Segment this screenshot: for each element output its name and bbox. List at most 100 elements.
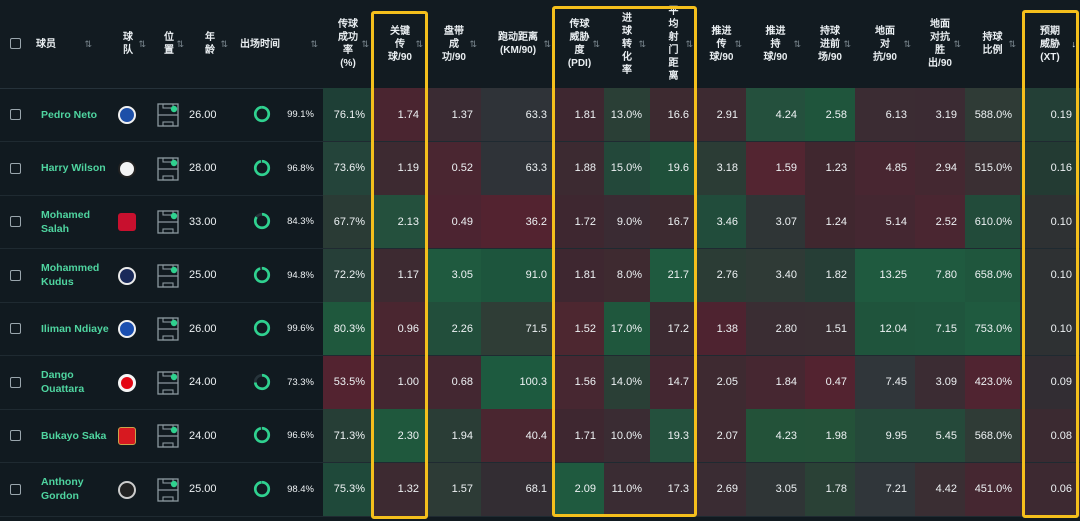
position-pitch-icon <box>157 317 179 341</box>
position-pitch-icon <box>157 424 179 448</box>
table-row[interactable]: Mohamed Salah 33.00 84.3% 67.7% 2.13 0.49 36.2… <box>0 195 1080 249</box>
header-position[interactable]: 位 置 ⇅ <box>150 0 188 88</box>
header-goal-conversion[interactable]: 进 球 转 化 率 ⇅ <box>604 0 650 88</box>
stat-possession-ratio: 658.0% <box>965 248 1020 302</box>
minutes-percentage: 96.8% <box>287 162 314 174</box>
player-name-link[interactable]: Anthony Gordon <box>41 476 84 502</box>
liverpool-crest-icon <box>118 213 136 231</box>
header-expected-threat[interactable]: 预期 威胁 (XT) ↓ <box>1020 0 1080 88</box>
header-dribbles[interactable]: 盘带 成 功/90 ⇅ <box>427 0 481 88</box>
player-age: 26.00 <box>189 108 217 121</box>
header-avg-shot-distance[interactable]: 平 均 射 门 距 离 ⇅ <box>650 0 697 88</box>
player-name-link[interactable]: Iliman Ndiaye <box>41 322 109 335</box>
stat-goal-conversion: 14.0% <box>604 355 650 409</box>
stat-possession-ratio: 588.0% <box>965 88 1020 141</box>
header-pdi[interactable]: 传球 威胁 度 (PDI) ⇅ <box>555 0 604 88</box>
stat-pdi: 1.88 <box>555 141 604 195</box>
stat-goal-conversion: 8.0% <box>604 248 650 302</box>
row-checkbox[interactable] <box>10 269 21 281</box>
stat-ground-duels: 7.21 <box>855 462 915 516</box>
header-age[interactable]: 年 龄 ⇅ <box>188 0 232 88</box>
stat-progressive-passes: 2.91 <box>697 88 746 141</box>
sort-icon[interactable]: ⇅ <box>469 39 477 49</box>
sort-icon[interactable]: ⇅ <box>953 39 961 49</box>
row-checkbox[interactable] <box>10 430 21 441</box>
stat-progressive-passes: 3.46 <box>697 195 746 248</box>
sort-icon[interactable]: ⇅ <box>592 39 600 49</box>
header-progressive-carries-label: 推进 持 球/90 <box>763 25 788 63</box>
stat-key-passes: 1.00 <box>373 355 427 409</box>
select-all-checkbox[interactable] <box>10 38 21 49</box>
player-name-link[interactable]: Mohamed Salah <box>41 208 91 235</box>
table-row[interactable]: Bukayo Saka 24.00 96.6% 71.3% 2.30 1.94 40.4 1.… <box>0 409 1080 463</box>
table-row[interactable]: Anthony Gordon 25.00 98.4% 75.3% 1.32 1.57 68.… <box>0 462 1080 517</box>
player-name-link[interactable]: Harry Wilson <box>41 162 106 174</box>
header-possession-ratio[interactable]: 持球 比例 ⇅ <box>965 0 1020 88</box>
player-name-link[interactable]: Mohammed Kudus <box>41 262 100 288</box>
sort-desc-icon[interactable]: ↓ <box>1071 39 1077 49</box>
player-age: 26.00 <box>189 322 217 335</box>
player-name-link[interactable]: Dango Ouattara <box>41 369 85 395</box>
player-name-link[interactable]: Bukayo Saka <box>41 429 107 442</box>
sort-icon[interactable]: ⇅ <box>793 39 801 49</box>
row-checkbox[interactable] <box>10 323 21 334</box>
header-ground-duels[interactable]: 地面 对 抗/90 ⇅ <box>855 0 915 88</box>
row-checkbox[interactable] <box>10 376 21 388</box>
sort-icon[interactable]: ⇅ <box>310 39 318 49</box>
sort-icon[interactable]: ⇅ <box>415 39 423 49</box>
header-progressive-passes[interactable]: 推进 传 球/90 ⇅ <box>697 0 746 88</box>
stat-possession-ratio: 423.0% <box>965 355 1020 409</box>
sort-icon[interactable]: ⇅ <box>734 39 742 49</box>
header-team[interactable]: 球 队 ⇅ <box>106 0 150 88</box>
row-checkbox[interactable] <box>10 216 21 227</box>
row-checkbox[interactable] <box>10 109 21 120</box>
header-ground-duels-won[interactable]: 地面 对抗 胜 出/90 ⇅ <box>915 0 965 88</box>
header-position-label: 位 置 <box>164 32 174 56</box>
row-checkbox[interactable] <box>10 483 21 495</box>
sort-icon[interactable]: ⇅ <box>138 39 146 49</box>
table-row[interactable]: Harry Wilson 28.00 96.8% 73.6% 1.19 0.52 63.3 1… <box>0 141 1080 196</box>
sort-icon[interactable]: ⇅ <box>903 39 911 49</box>
sort-icon[interactable]: ⇅ <box>1008 39 1016 49</box>
stat-carries-final-third: 2.58 <box>805 88 855 141</box>
header-progressive-carries[interactable]: 推进 持 球/90 ⇅ <box>746 0 805 88</box>
newcastle-crest-icon <box>118 480 136 499</box>
stat-progressive-carries: 2.80 <box>746 302 805 355</box>
sort-icon[interactable]: ⇅ <box>685 39 693 49</box>
stat-ground-duels-won: 3.09 <box>915 355 965 409</box>
stat-progressive-carries: 3.40 <box>746 248 805 302</box>
row-checkbox[interactable] <box>10 162 21 174</box>
stat-ground-duels-won: 7.80 <box>915 248 965 302</box>
stat-progressive-passes: 1.38 <box>697 302 746 355</box>
header-key-passes[interactable]: 关键 传 球/90 ⇅ <box>373 0 427 88</box>
sort-icon[interactable]: ⇅ <box>543 39 551 49</box>
stat-pass-success-rate: 73.6% <box>323 141 373 195</box>
sort-icon[interactable]: ⇅ <box>843 39 851 49</box>
sort-icon[interactable]: ⇅ <box>84 39 92 49</box>
position-pitch-icon <box>157 210 179 234</box>
sort-icon[interactable]: ⇅ <box>361 39 369 49</box>
stat-pass-success-rate: 71.3% <box>323 409 373 462</box>
header-carries-final-third[interactable]: 持球 进前 场/90 ⇅ <box>805 0 855 88</box>
player-age: 25.00 <box>189 269 217 281</box>
sort-icon[interactable]: ⇅ <box>638 39 646 49</box>
sort-icon[interactable]: ⇅ <box>176 39 184 49</box>
table-row[interactable]: Iliman Ndiaye 26.00 99.6% 80.3% 0.96 2.26 71.5… <box>0 302 1080 356</box>
stat-pdi: 1.56 <box>555 355 604 409</box>
stat-pass-success-rate: 53.5% <box>323 355 373 409</box>
header-player[interactable]: 球员 ⇅ <box>36 0 96 88</box>
header-running-distance[interactable]: 跑动距离 (KM/90) ⇅ <box>481 0 555 88</box>
stat-ground-duels-won: 2.94 <box>915 141 965 195</box>
stat-expected-threat: 0.16 <box>1020 141 1080 195</box>
header-minutes[interactable]: 出场时间 ⇅ <box>232 0 322 88</box>
header-pass-success-rate[interactable]: 传球 成功 率 (%) ⇅ <box>323 0 373 88</box>
stat-dribbles: 3.05 <box>427 248 481 302</box>
table-row[interactable]: Pedro Neto 26.00 99.1% 76.1% 1.74 1.37 63.3 1.8… <box>0 88 1080 142</box>
player-name-link[interactable]: Pedro Neto <box>41 108 98 121</box>
header-progressive-passes-label: 推进 传 球/90 <box>709 25 734 63</box>
table-row[interactable]: Mohammed Kudus 25.00 94.8% 72.2% 1.17 3.05 91.… <box>0 248 1080 303</box>
stat-expected-threat: 0.10 <box>1020 302 1080 355</box>
minutes-progress-ring-icon <box>253 426 271 444</box>
table-row[interactable]: Dango Ouattara 24.00 73.3% 53.5% 1.00 0.68 100… <box>0 355 1080 410</box>
sort-icon[interactable]: ⇅ <box>220 39 228 49</box>
